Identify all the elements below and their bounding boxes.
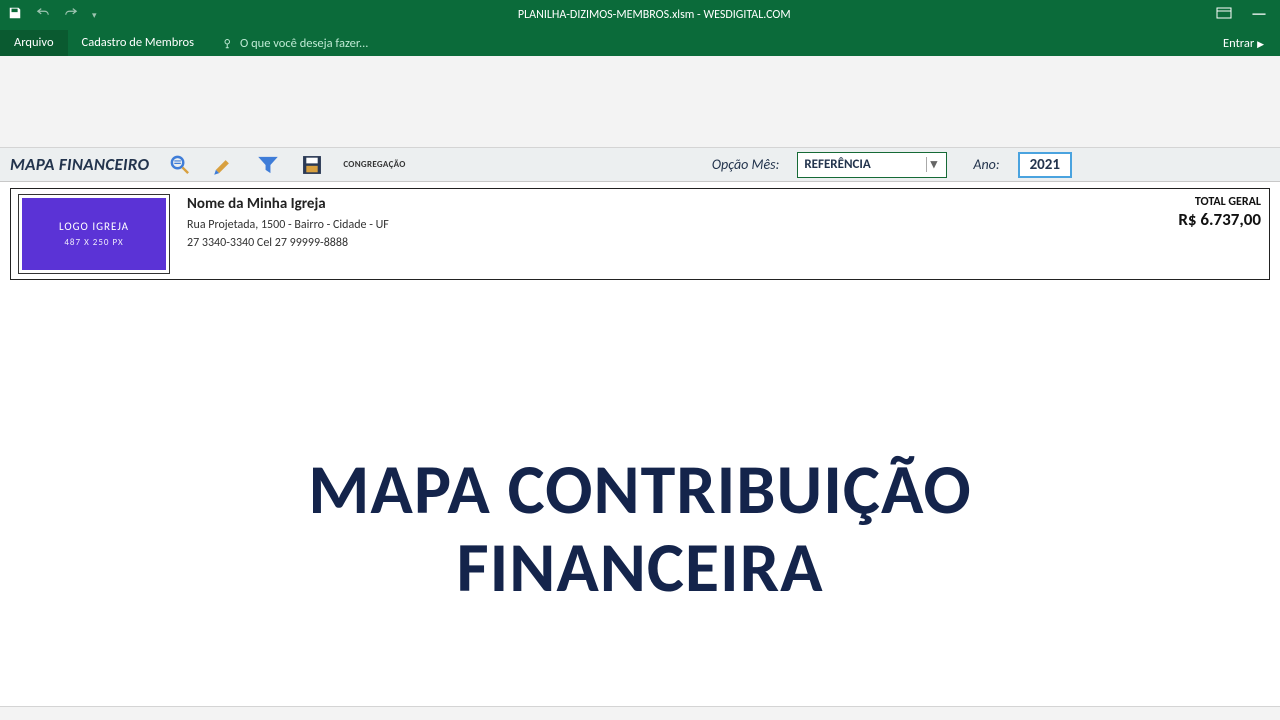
search-tool-icon[interactable] [167, 152, 193, 178]
title-bar: ▾ PLANILHA-DIZIMOS-MEMBROS.xlsm - WESDIG… [0, 0, 1280, 30]
ano-value[interactable]: 2021 [1018, 152, 1072, 178]
qat-dropdown-icon[interactable]: ▾ [92, 10, 97, 21]
church-name: Nome da Minha Igreja [187, 195, 389, 213]
ribbon-options-icon[interactable] [1216, 7, 1232, 23]
window-title: PLANILHA-DIZIMOS-MEMBROS.xlsm - WESDIGIT… [105, 8, 1204, 22]
section-header: MAPA FINANCEIRO CONGREGAÇÃO Opção Mês: R… [0, 148, 1280, 182]
overlay-title: MAPA CONTRIBUIÇÃO FINANCEIRA [0, 450, 1280, 606]
menu-tabs: Arquivo Cadastro de Membros O que você d… [0, 30, 1280, 56]
church-address: Rua Projetada, 1500 - Bairro - Cidade - … [187, 216, 389, 234]
ano-label: Ano: [973, 156, 999, 173]
congregacao-label: CONGREGAÇÃO [343, 159, 405, 170]
brush-tool-icon[interactable] [211, 152, 237, 178]
menu-tab-0[interactable]: Cadastro de Membros [68, 30, 208, 56]
opcao-mes-label: Opção Mês: [712, 156, 780, 173]
church-logo: LOGO IGREJA 487 X 250 PX [19, 195, 169, 273]
file-tab[interactable]: Arquivo [0, 30, 68, 56]
ribbon [0, 56, 1280, 148]
sign-in[interactable]: Entrar ▶ [1207, 31, 1280, 56]
filter-tool-icon[interactable] [255, 152, 281, 178]
church-phone: 27 3340-3340 Cel 27 99999-8888 [187, 234, 389, 252]
undo-icon[interactable] [36, 6, 50, 24]
total-geral-value: R$ 6.737,00 [1178, 209, 1261, 230]
status-bar [0, 706, 1280, 720]
total-geral-label: TOTAL GERAL [1178, 195, 1261, 209]
mes-combo[interactable]: REFERÊNCIA▾ [797, 152, 947, 178]
minimize-icon[interactable]: － [1250, 11, 1268, 19]
section-title: MAPA FINANCEIRO [10, 154, 149, 175]
save-tool-icon[interactable] [299, 152, 325, 178]
save-icon[interactable] [8, 6, 22, 24]
tell-me[interactable]: O que você deseja fazer... [208, 31, 382, 56]
redo-icon[interactable] [64, 6, 78, 24]
report-header: LOGO IGREJA 487 X 250 PX Nome da Minha I… [10, 188, 1270, 280]
